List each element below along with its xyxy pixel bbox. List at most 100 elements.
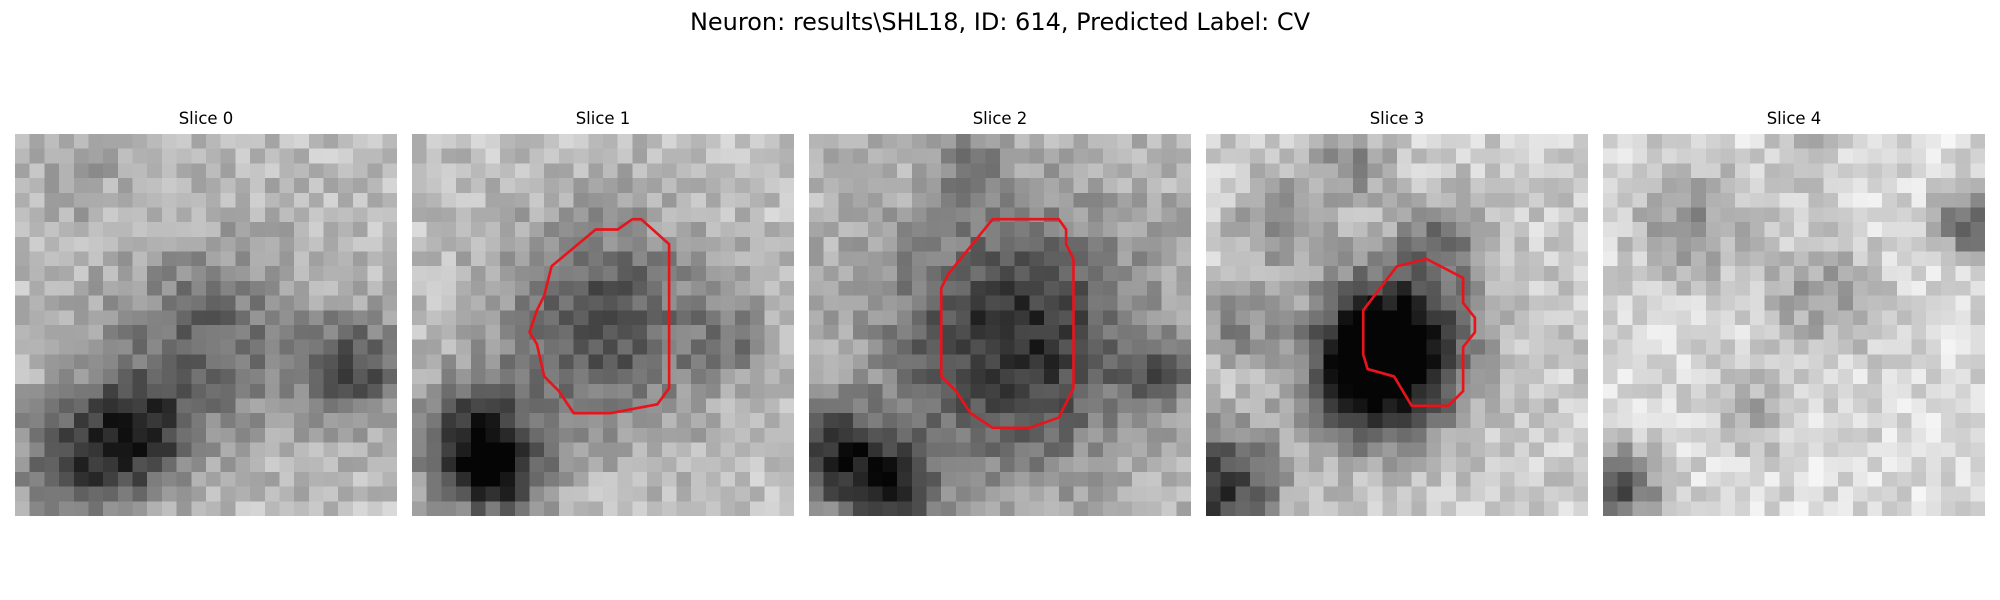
- pixel: [1367, 251, 1383, 267]
- pixel: [720, 178, 736, 194]
- pixel: [323, 398, 339, 414]
- pixel: [764, 471, 780, 487]
- pixel: [691, 486, 707, 502]
- pixel: [1102, 266, 1118, 282]
- pixel: [1146, 207, 1162, 223]
- pixel: [1926, 501, 1942, 516]
- pixel: [1852, 339, 1868, 355]
- pixel: [853, 427, 869, 443]
- pixel: [735, 383, 751, 399]
- pixel: [103, 280, 119, 296]
- pixel: [1206, 369, 1221, 385]
- pixel: [911, 236, 927, 252]
- pixel: [749, 295, 765, 311]
- pixel: [117, 471, 133, 487]
- pixel: [73, 148, 89, 164]
- pixel: [294, 339, 310, 355]
- pixel: [132, 471, 148, 487]
- pixel: [103, 207, 119, 223]
- pixel: [911, 471, 927, 487]
- pixel: [191, 398, 207, 414]
- pixel: [1029, 251, 1045, 267]
- pixel: [59, 427, 75, 443]
- pixel: [308, 471, 324, 487]
- pixel: [1794, 207, 1809, 223]
- pixel: [176, 442, 192, 458]
- pixel: [485, 236, 501, 252]
- pixel: [15, 339, 30, 355]
- pixel: [1676, 427, 1692, 443]
- pixel: [647, 383, 663, 399]
- pixel: [1838, 486, 1854, 502]
- pixel: [1117, 148, 1133, 164]
- pixel: [823, 413, 839, 429]
- pixel: [250, 236, 266, 252]
- pixel: [1044, 295, 1060, 311]
- pixel: [1647, 236, 1663, 252]
- pixel: [779, 236, 794, 252]
- pixel: [1647, 207, 1663, 223]
- pixel: [1014, 266, 1030, 282]
- pixel: [1676, 442, 1692, 458]
- pixel: [15, 413, 30, 429]
- pixel: [1735, 236, 1751, 252]
- pixel: [352, 442, 368, 458]
- pixel: [73, 501, 89, 516]
- pixel: [1808, 427, 1824, 443]
- pixel: [897, 310, 913, 326]
- pixel: [88, 325, 104, 340]
- pixel: [1808, 192, 1824, 208]
- pixel: [1044, 501, 1060, 516]
- pixel: [941, 178, 957, 194]
- pixel: [1323, 251, 1339, 267]
- pixel: [588, 310, 604, 326]
- pixel: [191, 383, 207, 399]
- pixel: [779, 457, 794, 473]
- pixel: [1514, 236, 1530, 252]
- pixel: [1367, 134, 1383, 149]
- pixel: [73, 280, 89, 296]
- pixel: [573, 295, 589, 311]
- pixel: [1543, 251, 1559, 267]
- pixel: [941, 413, 957, 429]
- pixel: [485, 471, 501, 487]
- pixel: [779, 295, 794, 311]
- pixel: [764, 457, 780, 473]
- pixel: [926, 178, 942, 194]
- pixel: [632, 310, 648, 326]
- pixel: [867, 236, 883, 252]
- pixel: [1499, 178, 1515, 194]
- pixel: [1029, 369, 1045, 385]
- slice-panel-4: Slice 4: [1603, 108, 1985, 528]
- pixel: [1470, 266, 1486, 282]
- pixel: [456, 178, 472, 194]
- pixel: [1647, 251, 1663, 267]
- pixel: [1808, 251, 1824, 267]
- pixel: [1838, 251, 1854, 267]
- pixel: [588, 442, 604, 458]
- pixel: [1940, 192, 1956, 208]
- pixel: [426, 134, 442, 149]
- pixel: [206, 295, 221, 311]
- pixel: [1543, 398, 1559, 414]
- pixel: [1808, 148, 1824, 164]
- pixel: [1470, 207, 1486, 223]
- pixel: [603, 457, 618, 473]
- pixel: [441, 266, 457, 282]
- pixel: [676, 354, 692, 370]
- pixel: [500, 383, 516, 399]
- pixel: [103, 501, 119, 516]
- pixel: [1411, 413, 1427, 429]
- pixel: [573, 501, 589, 516]
- pixel: [1838, 427, 1854, 443]
- pixel: [779, 339, 794, 355]
- pixel: [1426, 339, 1442, 355]
- pixel: [382, 442, 397, 458]
- pixel: [1794, 280, 1809, 296]
- pixel: [15, 236, 30, 252]
- pixel: [691, 383, 707, 399]
- pixel: [823, 310, 839, 326]
- pixel: [1970, 369, 1985, 385]
- pixel: [1382, 280, 1398, 296]
- pixel: [1176, 207, 1191, 223]
